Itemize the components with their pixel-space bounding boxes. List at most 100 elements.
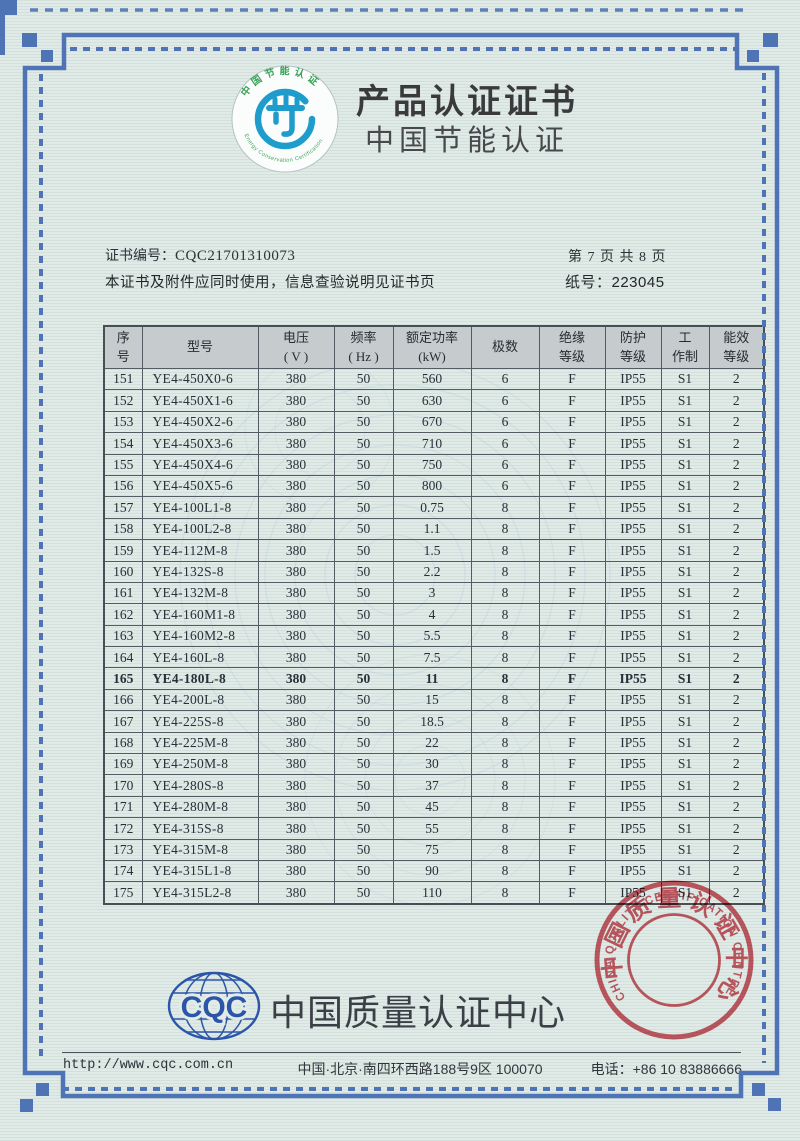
table-cell: 50 [333, 389, 394, 412]
table-cell: F [538, 581, 606, 605]
table-cell: IP55 [604, 367, 662, 391]
certificate-title: 产品认证证书 [356, 83, 578, 121]
table-cell: S1 [660, 432, 710, 455]
table-row: 170 YE4-280S-8 380 50 37 8 F IP55 S1 2 [103, 774, 765, 797]
table-row: 161 YE4-132M-8 380 50 3 8 F IP55 S1 2 [103, 581, 765, 605]
table-cell: 2 [708, 753, 765, 776]
table-cell: IP55 [604, 453, 662, 476]
table-cell: 153 [103, 410, 143, 434]
table-cell: 151 [103, 367, 143, 391]
table-cell: S1 [660, 753, 710, 776]
table-cell: F [538, 539, 606, 562]
table-cell: 380 [257, 774, 335, 797]
footer-url[interactable]: http://www.cqc.com.cn [63, 1058, 234, 1073]
certificate-number: CQC21701310073 [175, 248, 296, 264]
table-cell: 8 [470, 624, 540, 648]
table-cell: 2 [708, 539, 765, 562]
table-row: 167 YE4-225S-8 380 50 18.5 8 F IP55 S1 2 [103, 710, 765, 733]
column-header: 绝缘 等级 [538, 325, 606, 369]
table-cell: 50 [333, 688, 394, 712]
table-cell: 2 [708, 667, 765, 690]
table-cell: 2 [708, 410, 765, 434]
table-cell: 11 [392, 667, 472, 690]
table-cell: 45 [392, 795, 472, 819]
table-cell: 380 [257, 838, 335, 861]
table-cell: 560 [392, 367, 472, 391]
table-cell: 90 [392, 859, 472, 883]
table-cell: IP55 [604, 560, 662, 583]
table-cell: IP55 [604, 432, 662, 455]
table-cell: 152 [103, 389, 143, 412]
table-cell: 50 [333, 432, 394, 455]
table-row: 164 YE4-160L-8 380 50 7.5 8 F IP55 S1 2 [103, 646, 765, 669]
table-cell: YE4-315L1-8 [141, 859, 259, 883]
table-cell: IP55 [604, 667, 662, 690]
table-cell: 50 [333, 646, 394, 669]
table-row: 174 YE4-315L1-8 380 50 90 8 F IP55 S1 2 [103, 859, 765, 883]
table-cell: 750 [392, 453, 472, 476]
table-cell: F [538, 667, 606, 690]
table-cell: S1 [660, 581, 710, 605]
table-cell: 50 [333, 710, 394, 733]
column-header: 能效 等级 [708, 325, 765, 369]
paper-number: 纸号：223045 [565, 274, 665, 291]
svg-text:CHINA QUALITY CERTIFICATION: CHINA QUALITY CERTIFICATION CENTRE [602, 888, 746, 1004]
table-cell: 380 [257, 731, 335, 755]
table-cell: 2 [708, 432, 765, 455]
table-cell: IP55 [604, 539, 662, 562]
organization-name: 中国质量认证中心 [270, 992, 567, 1033]
table-row: 165 YE4-180L-8 380 50 11 8 F IP55 S1 2 [103, 667, 765, 690]
table-cell: 710 [392, 432, 472, 455]
table-cell: 380 [257, 688, 335, 712]
table-row: 156 YE4-450X5-6 380 50 800 6 F IP55 S1 2 [103, 474, 765, 498]
table-cell: YE4-100L2-8 [141, 517, 259, 541]
table-cell: 8 [470, 517, 540, 541]
page-info: 第 7 页 共 8 页 [568, 250, 667, 265]
table-cell: YE4-180L-8 [141, 667, 259, 690]
table-cell: IP55 [604, 474, 662, 498]
table-row: 172 YE4-315S-8 380 50 55 8 F IP55 S1 2 [103, 817, 765, 840]
table-cell: 380 [257, 710, 335, 733]
table-cell: IP55 [604, 688, 662, 712]
table-cell: 50 [333, 624, 394, 648]
table-cell: 380 [257, 603, 335, 626]
table-cell: IP55 [604, 774, 662, 797]
table-row: 160 YE4-132S-8 380 50 2.2 8 F IP55 S1 2 [103, 560, 765, 583]
table-cell: 2 [708, 731, 765, 755]
table-cell: F [538, 881, 606, 905]
table-cell: 161 [103, 581, 143, 605]
table-cell: S1 [660, 603, 710, 626]
table-cell: 8 [470, 753, 540, 776]
column-header: 防护 等级 [604, 325, 662, 369]
cqc-logo: CQC [167, 971, 261, 1041]
table-cell: 166 [103, 688, 143, 712]
table-cell: F [538, 646, 606, 669]
table-cell: 50 [333, 496, 394, 519]
table-cell: S1 [660, 389, 710, 412]
table-cell: 50 [333, 474, 394, 498]
table-cell: F [538, 410, 606, 434]
table-cell: 50 [333, 367, 394, 391]
column-header: 型号 [141, 325, 259, 369]
table-cell: IP55 [604, 517, 662, 541]
table-cell: 50 [333, 881, 394, 905]
table-cell: IP55 [604, 838, 662, 861]
table-cell: 380 [257, 881, 335, 905]
table-cell: 2 [708, 581, 765, 605]
table-cell: IP55 [604, 581, 662, 605]
table-cell: 380 [257, 367, 335, 391]
table-cell: S1 [660, 838, 710, 861]
table-cell: 172 [103, 817, 143, 840]
footer-address: 中国·北京·南四环西路188号9区 100070 [297, 1061, 543, 1077]
table-row: 173 YE4-315M-8 380 50 75 8 F IP55 S1 2 [103, 838, 765, 861]
table-cell: F [538, 367, 606, 391]
table-cell: 8 [470, 795, 540, 819]
table-cell: S1 [660, 517, 710, 541]
table-cell: S1 [660, 453, 710, 476]
table-cell: YE4-450X1-6 [141, 389, 259, 412]
table-row: 155 YE4-450X4-6 380 50 750 6 F IP55 S1 2 [103, 453, 765, 476]
table-cell: 380 [257, 410, 335, 434]
table-cell: 171 [103, 795, 143, 819]
table-cell: 380 [257, 453, 335, 476]
table-cell: F [538, 432, 606, 455]
